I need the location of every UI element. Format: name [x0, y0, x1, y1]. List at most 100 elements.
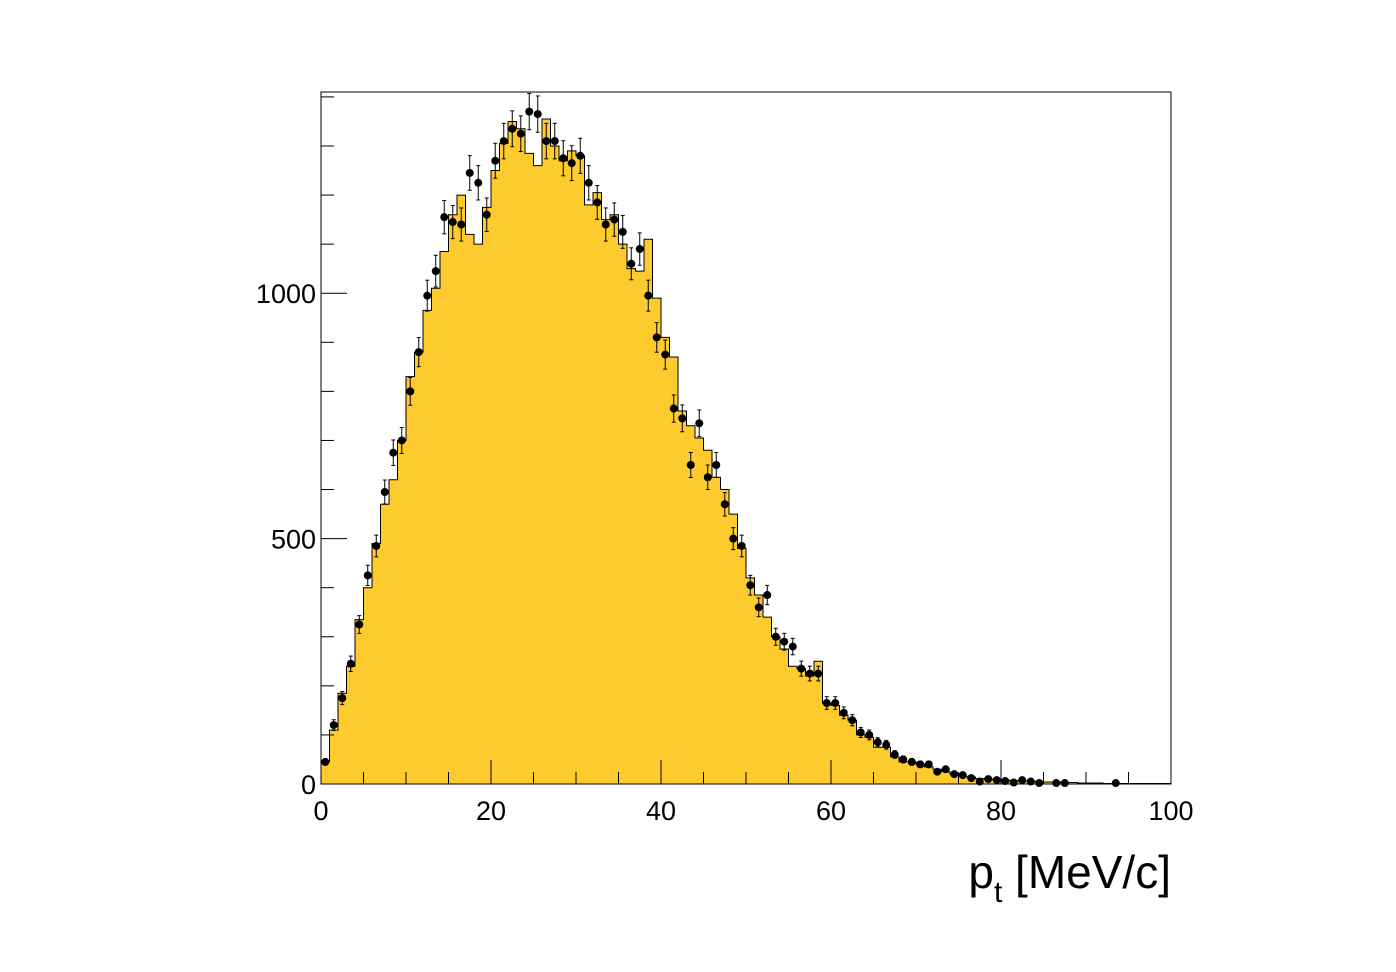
data-point: [550, 122, 559, 160]
data-point: [482, 197, 491, 232]
data-point: [1035, 779, 1044, 788]
data-point: [635, 232, 644, 266]
x-tick-label: 100: [1148, 796, 1193, 826]
point-marker: [890, 750, 899, 759]
point-marker: [440, 213, 449, 222]
histogram-bar: [380, 504, 390, 784]
histogram-layer: [320, 118, 1172, 785]
histogram-bar: [924, 766, 934, 784]
point-marker: [1001, 777, 1010, 786]
data-point: [1111, 779, 1120, 788]
data-point: [907, 757, 916, 766]
histogram-bar: [346, 666, 356, 784]
data-point: [754, 597, 763, 618]
point-marker: [661, 350, 670, 359]
histogram-bar: [720, 489, 730, 784]
histogram-bar: [686, 425, 696, 784]
data-point: [933, 767, 942, 776]
x-axis-title-unit: [MeV/c]: [1002, 846, 1171, 898]
data-point: [329, 719, 338, 731]
data-point: [916, 760, 925, 769]
histogram-bar: [338, 693, 347, 784]
data-point: [355, 615, 364, 634]
point-marker: [992, 776, 1001, 785]
x-tick-label: 40: [646, 796, 676, 826]
data-point: [924, 760, 933, 769]
data-point: [873, 737, 882, 748]
histogram-bar: [440, 251, 449, 784]
histogram-bar: [542, 118, 551, 784]
point-marker: [720, 500, 729, 509]
point-marker: [950, 770, 959, 779]
data-point: [958, 771, 967, 780]
point-marker: [856, 728, 865, 737]
histogram-bar: [958, 776, 968, 784]
data-point: [542, 122, 551, 160]
data-point: [508, 110, 517, 148]
data-point: [882, 739, 891, 750]
y-tick-label: 1000: [256, 279, 316, 309]
histogram-bar: [933, 769, 942, 784]
point-marker: [525, 107, 534, 116]
histogram-bar: [584, 204, 594, 785]
point-marker: [1018, 776, 1027, 785]
point-marker: [414, 348, 423, 357]
histogram-bar: [363, 587, 373, 784]
point-marker: [355, 620, 364, 629]
histogram-bar: [1069, 782, 1078, 784]
point-marker: [984, 775, 993, 784]
point-marker: [1009, 778, 1018, 787]
x-tick-label: 20: [476, 796, 506, 826]
histogram-bar: [355, 619, 364, 784]
point-marker: [1052, 779, 1061, 788]
point-marker: [635, 245, 644, 254]
data-point: [567, 145, 576, 182]
point-marker: [924, 760, 933, 769]
point-marker: [831, 699, 840, 708]
point-marker: [822, 699, 831, 708]
point-marker: [754, 603, 763, 612]
histogram-bar: [856, 734, 866, 784]
histogram-bar: [780, 649, 789, 784]
point-marker: [652, 333, 661, 342]
y-tick-label: 500: [271, 525, 316, 555]
histogram-bar: [882, 747, 891, 784]
histogram-bar: [491, 170, 500, 784]
point-marker: [746, 581, 755, 590]
data-point: [678, 404, 687, 433]
data-point: [703, 464, 712, 491]
histogram-bar: [703, 450, 713, 784]
data-point: [746, 574, 755, 596]
histogram-bar: [669, 357, 679, 784]
histogram-bar: [865, 737, 874, 784]
histogram-bar: [474, 244, 483, 784]
point-marker: [329, 721, 338, 730]
data-point: [831, 696, 840, 710]
point-marker: [669, 404, 678, 413]
point-marker: [1035, 779, 1044, 788]
histogram-bar: [610, 214, 619, 784]
point-marker: [482, 210, 491, 219]
data-point: [499, 122, 508, 160]
point-marker: [805, 669, 814, 678]
data-point: [406, 376, 415, 406]
histogram-bar: [890, 757, 900, 784]
point-marker: [763, 591, 772, 600]
point-marker: [321, 757, 330, 766]
x-axis-title: pt [MeV/c]: [968, 846, 1171, 909]
point-marker: [406, 387, 415, 396]
point-marker: [814, 669, 823, 678]
histogram-bar: [950, 774, 959, 784]
data-point: [992, 776, 1001, 785]
point-marker: [907, 757, 916, 766]
point-marker: [695, 419, 704, 428]
data-point: [448, 204, 457, 240]
point-marker: [499, 137, 508, 146]
histogram-bar: [499, 143, 509, 784]
data-point: [967, 774, 976, 783]
data-point: [372, 534, 381, 558]
point-marker: [729, 534, 738, 543]
data-point: [465, 155, 474, 191]
data-point: [652, 322, 661, 353]
point-marker: [346, 659, 355, 668]
